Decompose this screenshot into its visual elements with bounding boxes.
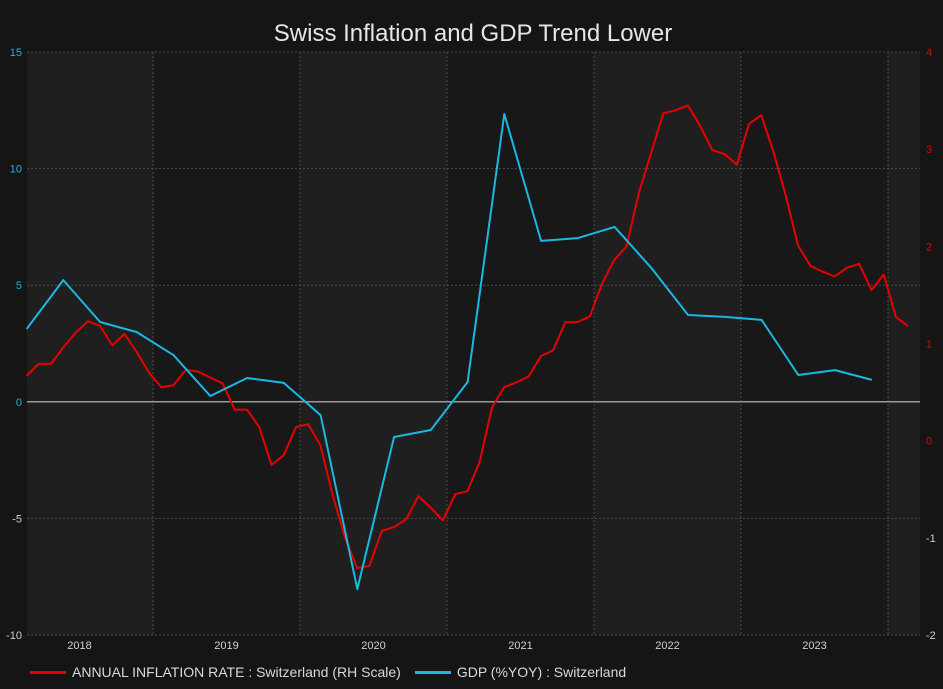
right-tick-label: 4 (926, 47, 932, 59)
legend-label-gdp: GDP (%YOY) : Switzerland (456, 664, 627, 680)
legend-swatch-gdp (414, 670, 451, 674)
x-tick-label: 2018 (67, 640, 91, 652)
series-group (25, 104, 909, 591)
chart-title: Swiss Inflation and GDP Trend Lower (274, 20, 672, 47)
legend-item-inflation[interactable]: ANNUAL INFLATION RATE : Switzerland (RH … (30, 664, 401, 680)
left-tick-label: 10 (10, 164, 22, 176)
year-band-2022 (594, 52, 741, 635)
x-tick-label: 2021 (508, 640, 532, 652)
series-line-gdp (25, 113, 873, 591)
right-tick-label: 1 (926, 339, 932, 351)
left-tick-label: 15 (10, 47, 22, 59)
legend: ANNUAL INFLATION RATE : Switzerland (RH … (30, 664, 640, 680)
year-band-2021 (447, 52, 594, 635)
left-tick-label: 5 (16, 280, 22, 292)
right-tick-label: 0 (926, 436, 932, 448)
x-tick-label: 2023 (802, 640, 826, 652)
left-tick-label: -10 (6, 630, 22, 642)
year-band-2018 (27, 52, 153, 635)
year-band-2024 (888, 52, 920, 635)
legend-label-inflation: ANNUAL INFLATION RATE : Switzerland (RH … (72, 664, 401, 680)
legend-item-gdp[interactable]: GDP (%YOY) : Switzerland (414, 664, 627, 680)
x-tick-label: 2022 (655, 640, 679, 652)
year-band-2019 (153, 52, 300, 635)
x-axis: 2018 2019 2020 2021 2022 2023 (67, 640, 826, 652)
year-band-2023 (741, 52, 888, 635)
right-tick-label: 2 (926, 241, 932, 253)
right-tick-label: -1 (926, 533, 936, 545)
gridlines (27, 51, 920, 636)
left-tick-label: 0 (16, 397, 22, 409)
right-tick-label: -2 (926, 630, 936, 642)
x-tick-label: 2020 (361, 640, 385, 652)
right-axis: 4 3 2 1 0 -1 -2 (926, 47, 936, 642)
legend-swatch-inflation (30, 670, 66, 674)
x-tick-label: 2019 (214, 640, 238, 652)
year-band-2020 (300, 52, 447, 635)
right-tick-label: 3 (926, 144, 932, 156)
left-axis: 15 10 5 0 -5 -10 (6, 47, 22, 642)
left-tick-label: -5 (12, 513, 22, 525)
